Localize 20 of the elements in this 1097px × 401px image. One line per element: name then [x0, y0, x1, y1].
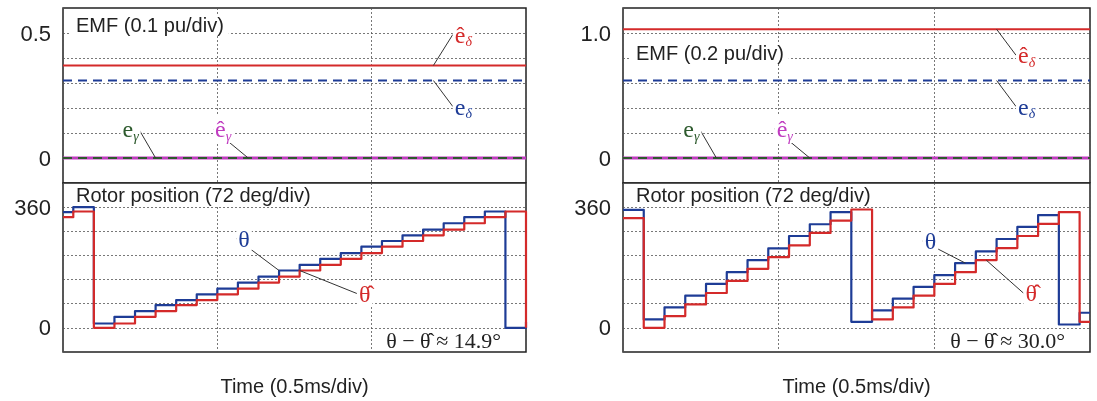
text: EMF (0.2 pu/div) — [636, 42, 784, 64]
y-tick-label: 360 — [574, 194, 611, 220]
series-label: θ̂ — [1025, 280, 1041, 307]
y-tick-label: 1.0 — [580, 20, 611, 46]
series-label: θ̂ — [358, 280, 375, 307]
chart-title: Rotor position (72 deg/div) — [636, 184, 871, 206]
x-axis-title: Time (0.5ms/div) — [782, 375, 931, 397]
chart-title: Rotor position (72 deg/div) — [76, 184, 311, 206]
chart-title: EMF (0.1 pu/div) — [76, 14, 224, 36]
annotation: θ − θ̂ ≈ 30.0° — [950, 327, 1065, 353]
y-tick-label: 0 — [38, 145, 51, 171]
x-axis-title: Time (0.5ms/div) — [220, 375, 369, 397]
y-tick-label: 0 — [598, 315, 611, 341]
y-tick-label: 360 — [14, 194, 51, 220]
series-label: θ — [924, 228, 937, 255]
y-tick-label: 0.5 — [20, 20, 51, 46]
y-tick-label: 0 — [598, 145, 611, 171]
series-label: θ — [238, 225, 250, 252]
y-tick-label: 0 — [38, 315, 51, 341]
annotation: θ − θ̂ ≈ 14.9° — [386, 327, 501, 353]
